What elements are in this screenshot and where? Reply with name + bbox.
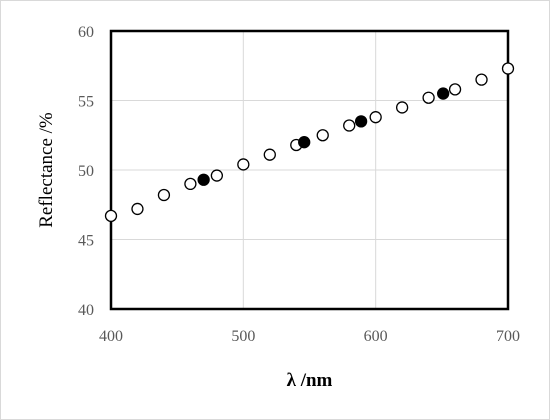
filled-data-point [197, 173, 210, 186]
open-data-point [237, 158, 250, 171]
open-data-point [343, 119, 356, 132]
y-tick-label: 50 [78, 163, 94, 180]
plot-area-border [109, 29, 510, 311]
open-data-point [448, 83, 462, 96]
open-data-point [104, 209, 118, 223]
open-data-point [316, 129, 329, 142]
x-tick-label: 700 [496, 328, 520, 345]
open-data-point [475, 73, 488, 86]
open-data-point [263, 148, 276, 161]
open-data-point [210, 169, 224, 182]
filled-data-point [298, 136, 311, 149]
gridlines [110, 30, 509, 310]
open-data-point [131, 202, 144, 216]
open-data-point [422, 91, 435, 104]
x-axis-label: λ /nm [287, 370, 333, 391]
x-tick-label: 400 [99, 328, 123, 345]
y-tick-label: 60 [78, 24, 94, 41]
y-tick-label: 55 [78, 94, 94, 111]
y-tick-label: 40 [78, 302, 94, 319]
open-data-point [395, 101, 409, 114]
x-tick-label: 600 [364, 328, 388, 345]
tick-labels: 400 500 600 700 40 45 50 55 60 [78, 24, 520, 345]
open-data-point [369, 111, 382, 124]
y-axis-label: Reflectance /% [36, 112, 57, 228]
filled-data-point [437, 87, 450, 100]
open-data-point [157, 188, 171, 202]
filled-data-point [354, 115, 368, 128]
x-tick-label: 500 [231, 328, 255, 345]
open-data-point [184, 177, 197, 191]
y-tick-label: 45 [78, 233, 94, 250]
data-points [104, 62, 515, 223]
open-data-point [501, 62, 515, 75]
